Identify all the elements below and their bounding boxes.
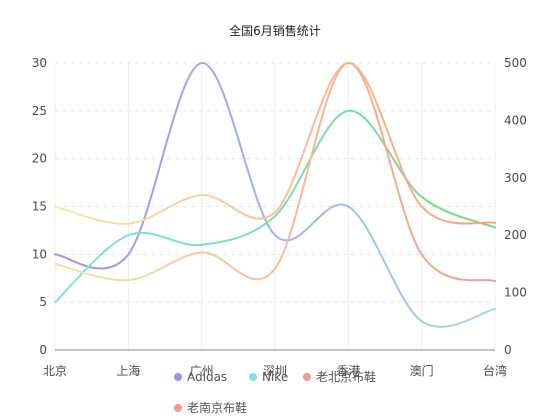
y-right-tick-label: 500 bbox=[504, 56, 527, 70]
series-line-4 bbox=[54, 61, 496, 283]
legend-label: 老南京布鞋 bbox=[187, 400, 247, 415]
x-tick-label: 香港 bbox=[336, 364, 360, 378]
y-right-tick-label: 300 bbox=[504, 171, 527, 185]
x-tick-label: 台湾 bbox=[483, 363, 507, 378]
y-left-tick-label: 20 bbox=[32, 152, 47, 166]
legend-label: Adidas bbox=[187, 370, 227, 384]
legend-marker bbox=[303, 373, 311, 381]
x-tick-label: 北京 bbox=[43, 364, 67, 378]
legend-item[interactable]: Adidas bbox=[174, 370, 227, 384]
y-left-tick-label: 10 bbox=[32, 247, 47, 261]
chart-title: 全国6月销售统计 bbox=[229, 23, 321, 38]
x-tick-label: 深圳 bbox=[263, 364, 287, 378]
y-left-tick-label: 0 bbox=[39, 343, 47, 357]
series-line-1 bbox=[54, 61, 496, 328]
y-right-tick-label: 200 bbox=[504, 228, 527, 242]
x-tick-label: 澳门 bbox=[410, 363, 434, 378]
y-right-tick-label: 400 bbox=[504, 113, 527, 127]
legend-marker bbox=[249, 373, 257, 381]
legend-marker bbox=[174, 404, 182, 412]
y-left-tick-label: 25 bbox=[32, 104, 47, 118]
legend-marker bbox=[174, 373, 182, 381]
x-tick-label: 上海 bbox=[116, 363, 140, 378]
series-line-2 bbox=[54, 109, 496, 304]
y-right-tick-label: 0 bbox=[504, 343, 512, 357]
y-left-tick-label: 15 bbox=[32, 200, 47, 214]
legend-item[interactable]: Nike bbox=[249, 370, 288, 384]
legend-label: 老北京布鞋 bbox=[316, 369, 376, 384]
x-tick-label: 广州 bbox=[190, 364, 214, 378]
legend-item[interactable]: 老北京布鞋 bbox=[303, 369, 376, 384]
series-line-3 bbox=[54, 61, 496, 225]
y-left-tick-label: 5 bbox=[39, 295, 47, 309]
y-right-tick-label: 100 bbox=[504, 286, 527, 300]
legend-item[interactable]: 老南京布鞋 bbox=[174, 400, 247, 415]
y-left-tick-label: 30 bbox=[32, 56, 47, 70]
legend-label: Nike bbox=[262, 370, 288, 384]
